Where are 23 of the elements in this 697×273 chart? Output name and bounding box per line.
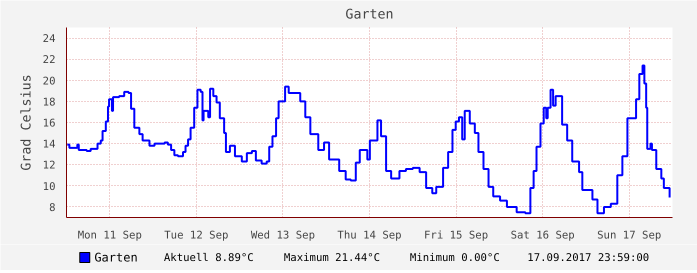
x-tick-label: Thu 14 Sep xyxy=(337,228,402,242)
y-axis-title: Grad Celsius xyxy=(20,74,35,171)
chart-title: Garten xyxy=(345,8,394,22)
x-tick-label: Tue 12 Sep xyxy=(164,228,228,242)
x-tick-label: Wed 13 Sep xyxy=(250,228,316,242)
text: Aktuell 8.89°C xyxy=(164,251,254,264)
legend-label: Garten xyxy=(94,250,138,264)
x-tick-label: Fri 15 Sep xyxy=(424,228,488,242)
y-tick-label: 20 xyxy=(42,74,56,88)
y-tick-label: 14 xyxy=(42,138,56,151)
y-tick-label: 12 xyxy=(42,158,56,172)
text: Minimum 0.00°C xyxy=(410,251,500,264)
x-tick-label: Sat 16 Sep xyxy=(510,228,575,242)
y-tick-label: 24 xyxy=(42,32,56,46)
y-tick-label: 18 xyxy=(42,95,56,108)
y-tick-label: 10 xyxy=(42,180,56,193)
text: 17.09.2017 23:59:00 xyxy=(527,251,650,264)
x-tick-label: Mon 11 Sep xyxy=(78,228,142,242)
x-tick-label: Sun 17 Sep xyxy=(597,228,662,242)
y-tick-label: 22 xyxy=(42,53,56,66)
text: Maximum 21.44°C xyxy=(284,251,380,264)
y-tick-label: 8 xyxy=(49,200,56,214)
y-tick-label: 16 xyxy=(42,116,56,130)
